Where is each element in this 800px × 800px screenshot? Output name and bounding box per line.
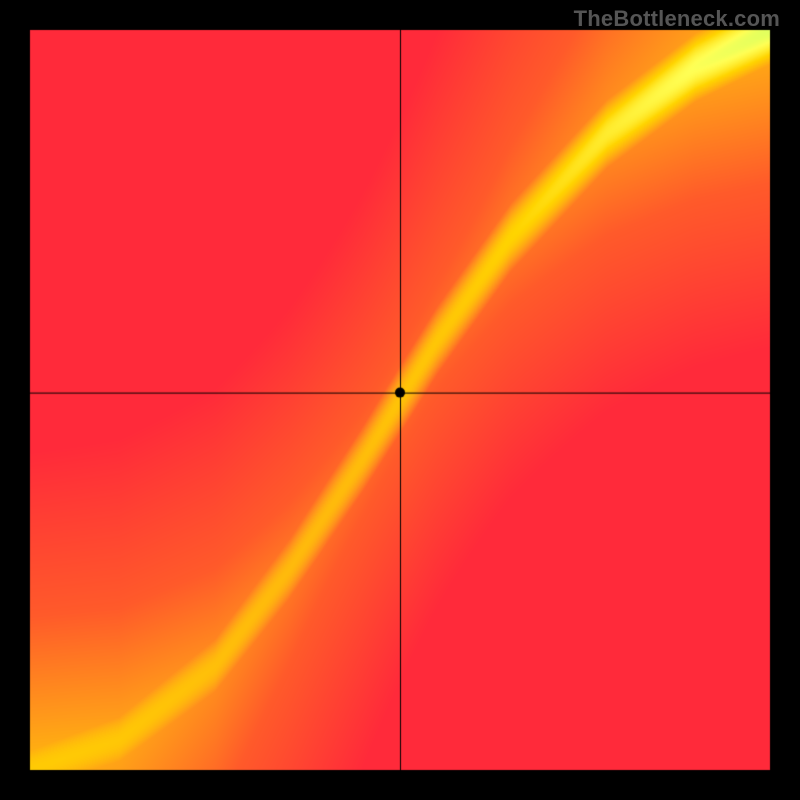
chart-container: TheBottleneck.com	[0, 0, 800, 800]
watermark-text: TheBottleneck.com	[574, 6, 780, 32]
bottleneck-heatmap	[0, 0, 800, 800]
